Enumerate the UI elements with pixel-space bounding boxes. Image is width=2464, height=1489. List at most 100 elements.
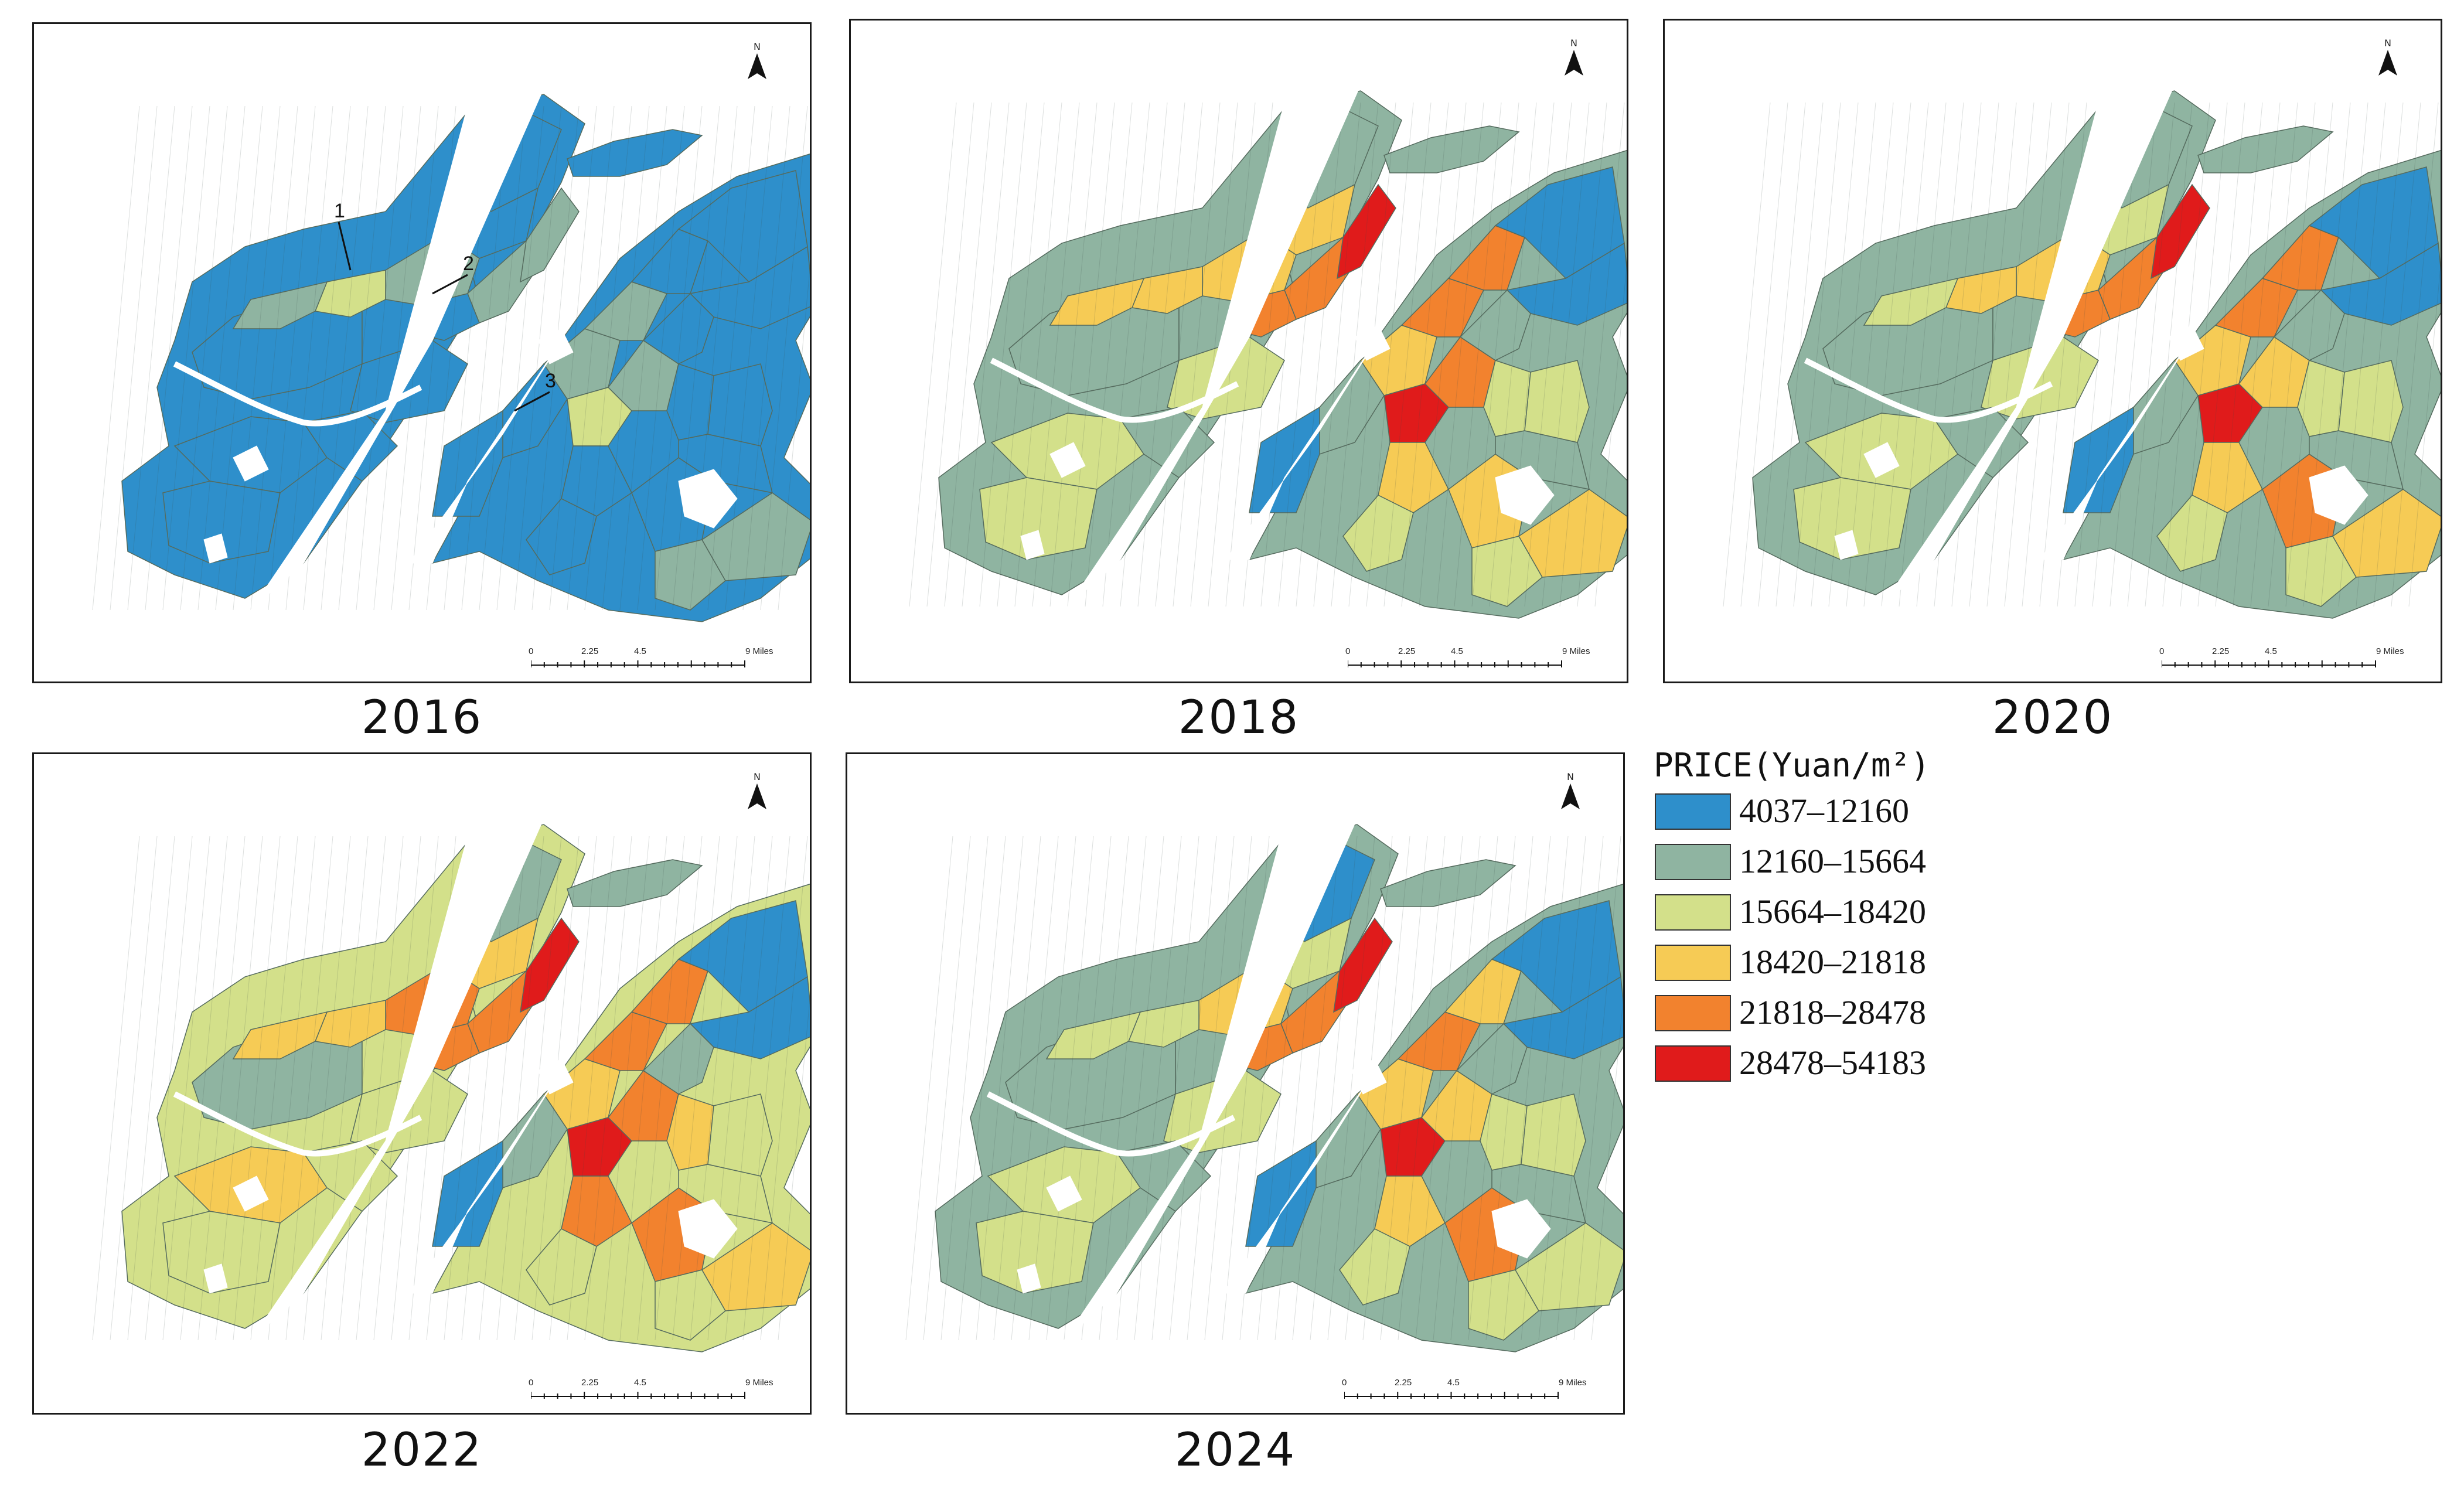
yangtze-river xyxy=(1064,818,1358,1341)
parcel-line xyxy=(778,267,810,611)
parcel-line xyxy=(997,102,1045,607)
yangtze-river xyxy=(250,88,544,611)
parcel-line xyxy=(162,836,210,1341)
scale-bar: 0 2.25 4.5 9 Miles xyxy=(529,646,775,676)
price-zone xyxy=(2338,360,2404,443)
parcel-line xyxy=(1846,102,1894,607)
north-arrow-icon xyxy=(748,53,766,79)
parcel-line xyxy=(92,105,140,611)
yangtze-river xyxy=(250,818,544,1341)
parcel-line xyxy=(619,105,667,611)
parcel-line xyxy=(1064,836,1112,1341)
parcel-line xyxy=(110,105,158,611)
scale-label: 0 xyxy=(1345,646,1351,656)
lake xyxy=(537,328,574,364)
legend-swatch xyxy=(1655,945,1731,981)
price-zone xyxy=(1049,277,1145,326)
parcel-line xyxy=(1969,102,2017,607)
year-label-2024: 2024 xyxy=(1174,1424,1296,1477)
price-zone xyxy=(2214,278,2299,338)
price-zone xyxy=(1400,278,1485,338)
han-river xyxy=(990,357,1239,423)
price-zone xyxy=(432,1140,503,1247)
parcel-line xyxy=(567,105,615,611)
price-zone xyxy=(162,1211,281,1294)
north-arrow: N xyxy=(1559,772,1582,814)
price-zone xyxy=(567,387,632,447)
parcel-line xyxy=(923,836,971,1341)
parcel-line xyxy=(373,836,421,1341)
parcel-line xyxy=(250,836,298,1341)
parcel-line xyxy=(1828,102,1876,607)
scale-label: 0 xyxy=(2159,646,2165,656)
price-zone xyxy=(1468,1269,1539,1341)
lake xyxy=(203,1263,228,1294)
price-zone xyxy=(584,281,668,341)
lake xyxy=(233,1175,269,1212)
price-zone xyxy=(2273,289,2345,361)
parcel-line xyxy=(707,836,755,1341)
parcel-line xyxy=(356,105,404,611)
parcel-line xyxy=(461,836,509,1341)
price-zone xyxy=(162,481,281,564)
parcel-line xyxy=(180,105,228,611)
price-zone xyxy=(1397,1011,1481,1071)
scale-bar-graphic xyxy=(1348,660,1562,667)
scale-label: 4.5 xyxy=(1451,646,1463,656)
lake xyxy=(1491,1199,1551,1259)
parcel-line xyxy=(1190,102,1238,607)
price-zone xyxy=(1793,477,1911,560)
parcel-line xyxy=(479,836,527,1341)
north-label: N xyxy=(2384,38,2391,49)
price-zone xyxy=(567,1117,632,1177)
parcel-line xyxy=(1187,836,1235,1341)
parcel-line xyxy=(2320,102,2368,607)
north-label: N xyxy=(754,771,761,782)
price-zone xyxy=(1521,1093,1586,1177)
scale-bar-graphic xyxy=(531,1392,745,1399)
scale-bar: 0 2.25 4.5 9 Miles xyxy=(1345,646,1591,676)
parcel-line xyxy=(1278,102,1326,607)
parcel-line xyxy=(637,105,685,611)
price-zone xyxy=(1863,277,1959,326)
price-zone xyxy=(520,187,580,283)
parcel-line xyxy=(979,102,1027,607)
price-zone xyxy=(1515,1222,1623,1311)
scale-label: 2.25 xyxy=(581,646,599,656)
price-zone xyxy=(1374,1175,1446,1247)
parcel-line xyxy=(1471,102,1519,607)
parcel-line xyxy=(145,105,193,611)
parcel-line xyxy=(1524,102,1572,607)
price-zone xyxy=(1444,959,1522,1024)
map-panel-2024: N 0 2.25 4.5 9 Miles xyxy=(846,752,1625,1415)
parcel-line xyxy=(1740,102,1788,607)
north-arrow: N xyxy=(2376,38,2400,80)
parcel-line xyxy=(690,836,738,1341)
price-zone xyxy=(1447,225,1525,291)
price-zone xyxy=(2332,489,2441,578)
parcel-line xyxy=(268,836,316,1341)
parcel-line xyxy=(215,105,263,611)
price-zone xyxy=(701,1222,810,1311)
parcel-line xyxy=(655,836,703,1341)
price-zone xyxy=(642,292,714,364)
legend-item: 4037–12160 xyxy=(1654,788,1958,838)
price-zone xyxy=(1245,1140,1317,1247)
parcel-line xyxy=(479,105,527,611)
choropleth-map xyxy=(1723,84,2441,619)
parcel-line xyxy=(145,836,193,1341)
parcel-line xyxy=(514,836,562,1341)
parcel-line xyxy=(1450,836,1498,1341)
parcel-line xyxy=(1398,836,1446,1341)
scale-label: 0 xyxy=(529,1378,534,1388)
price-zone xyxy=(707,1093,773,1177)
scale-bar-graphic xyxy=(1344,1392,1559,1399)
map-panel-2022: N 0 2.25 4.5 9 Miles xyxy=(32,752,812,1415)
legend-swatch xyxy=(1655,894,1731,931)
price-zone xyxy=(707,363,773,447)
parcel-line xyxy=(1433,836,1481,1341)
year-label-2020: 2020 xyxy=(1992,691,2114,744)
price-zone xyxy=(526,1228,597,1306)
parcel-line xyxy=(1559,102,1607,607)
legend-label: 21818–28478 xyxy=(1739,993,1926,1031)
